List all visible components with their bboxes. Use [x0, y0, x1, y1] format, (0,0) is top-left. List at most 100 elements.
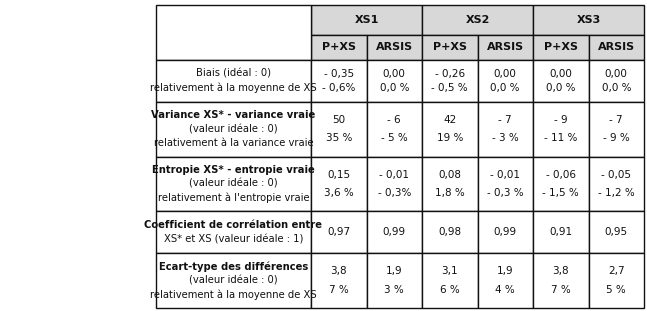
Text: 4 %: 4 %: [496, 285, 515, 295]
Bar: [422, 5, 533, 35]
Text: XS1: XS1: [355, 15, 378, 25]
Text: 0,0 %: 0,0 %: [380, 83, 409, 93]
Bar: [589, 35, 644, 60]
Text: Coefficient de corrélation entre: Coefficient de corrélation entre: [144, 220, 322, 230]
Text: - 0,5 %: - 0,5 %: [432, 83, 468, 93]
Bar: [477, 156, 533, 211]
Bar: [533, 60, 589, 102]
Bar: [156, 156, 311, 211]
Bar: [477, 102, 533, 156]
Bar: [589, 156, 644, 211]
Text: 0,15: 0,15: [327, 170, 350, 180]
Bar: [311, 102, 366, 156]
Text: 7 %: 7 %: [551, 285, 571, 295]
Text: relativement à l'entropie vraie: relativement à l'entropie vraie: [158, 193, 309, 203]
Text: ARSIS: ARSIS: [487, 42, 524, 52]
Text: 19 %: 19 %: [437, 133, 463, 143]
Text: - 6: - 6: [388, 115, 401, 125]
Text: 0,08: 0,08: [438, 170, 461, 180]
Text: 0,91: 0,91: [549, 227, 573, 237]
Bar: [422, 60, 477, 102]
Text: relativement à la moyenne de XS: relativement à la moyenne de XS: [150, 289, 317, 299]
Bar: [311, 156, 366, 211]
Bar: [311, 60, 366, 102]
Bar: [477, 60, 533, 102]
Bar: [533, 211, 589, 253]
Bar: [311, 35, 366, 60]
Text: P+XS: P+XS: [322, 42, 356, 52]
Text: (valeur idéale : 0): (valeur idéale : 0): [189, 179, 278, 189]
Text: - 0,26: - 0,26: [435, 69, 465, 79]
Bar: [533, 102, 589, 156]
Bar: [589, 211, 644, 253]
Text: P+XS: P+XS: [543, 42, 578, 52]
Text: - 7: - 7: [609, 115, 623, 125]
Bar: [156, 253, 311, 308]
Bar: [422, 102, 477, 156]
Text: - 5 %: - 5 %: [381, 133, 408, 143]
Bar: [366, 102, 422, 156]
Text: Variance XS* - variance vraie: Variance XS* - variance vraie: [151, 110, 316, 120]
Bar: [156, 211, 311, 253]
Text: - 1,2 %: - 1,2 %: [598, 188, 635, 198]
Text: - 0,35: - 0,35: [324, 69, 354, 79]
Bar: [477, 211, 533, 253]
Bar: [477, 253, 533, 308]
Bar: [366, 156, 422, 211]
Bar: [156, 60, 311, 102]
Text: - 9: - 9: [554, 115, 567, 125]
Bar: [311, 253, 366, 308]
Bar: [422, 35, 477, 60]
Text: 3,6 %: 3,6 %: [324, 188, 354, 198]
Bar: [477, 35, 533, 60]
Text: 3,8: 3,8: [553, 267, 569, 276]
Bar: [366, 253, 422, 308]
Text: XS* et XS (valeur idéale : 1): XS* et XS (valeur idéale : 1): [164, 234, 303, 244]
Text: 1,8 %: 1,8 %: [435, 188, 465, 198]
Text: 0,00: 0,00: [549, 69, 572, 79]
Text: (valeur idéale : 0): (valeur idéale : 0): [189, 124, 278, 134]
Text: 0,00: 0,00: [494, 69, 517, 79]
Text: ARSIS: ARSIS: [598, 42, 635, 52]
Bar: [311, 211, 366, 253]
Text: (valeur idéale : 0): (valeur idéale : 0): [189, 276, 278, 285]
Text: relativement à la moyenne de XS: relativement à la moyenne de XS: [150, 82, 317, 93]
Text: XS2: XS2: [465, 15, 490, 25]
Bar: [422, 253, 477, 308]
Text: 6 %: 6 %: [440, 285, 459, 295]
Text: 1,9: 1,9: [497, 267, 514, 276]
Text: 0,98: 0,98: [438, 227, 461, 237]
Bar: [533, 5, 644, 35]
Text: 0,95: 0,95: [605, 227, 628, 237]
Text: 0,99: 0,99: [382, 227, 406, 237]
Text: 35 %: 35 %: [325, 133, 352, 143]
Bar: [422, 211, 477, 253]
Text: - 3 %: - 3 %: [492, 133, 519, 143]
Bar: [366, 35, 422, 60]
Bar: [156, 5, 311, 60]
Text: 50: 50: [332, 115, 345, 125]
Bar: [533, 156, 589, 211]
Text: Entropie XS* - entropie vraie: Entropie XS* - entropie vraie: [152, 165, 315, 175]
Text: - 9 %: - 9 %: [603, 133, 630, 143]
Text: - 0,3 %: - 0,3 %: [487, 188, 523, 198]
Text: 42: 42: [443, 115, 456, 125]
Text: 7 %: 7 %: [329, 285, 349, 295]
Bar: [533, 35, 589, 60]
Text: - 11 %: - 11 %: [544, 133, 577, 143]
Text: - 0,6%: - 0,6%: [322, 83, 355, 93]
Text: 0,00: 0,00: [383, 69, 406, 79]
Text: Biais (idéal : 0): Biais (idéal : 0): [196, 69, 271, 79]
Bar: [589, 253, 644, 308]
Bar: [589, 102, 644, 156]
Text: - 0,01: - 0,01: [379, 170, 410, 180]
Text: 1,9: 1,9: [386, 267, 402, 276]
Text: - 0,05: - 0,05: [601, 170, 631, 180]
Bar: [533, 253, 589, 308]
Text: 0,99: 0,99: [494, 227, 517, 237]
Text: - 0,01: - 0,01: [490, 170, 520, 180]
Text: 0,00: 0,00: [605, 69, 628, 79]
Bar: [311, 5, 422, 35]
Text: - 0,06: - 0,06: [546, 170, 576, 180]
Bar: [366, 211, 422, 253]
